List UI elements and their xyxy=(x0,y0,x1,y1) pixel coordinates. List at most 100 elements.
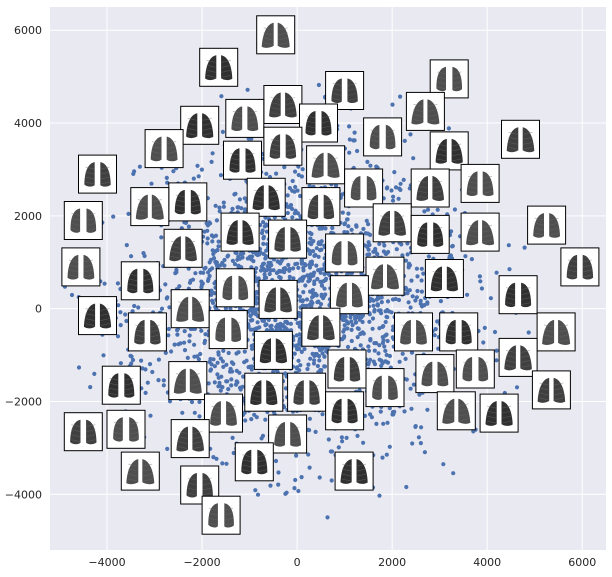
scatter-point xyxy=(246,365,251,370)
y-axis-ticks: −4000 −2000 0 2000 4000 6000 xyxy=(5,24,42,501)
scatter-point xyxy=(390,102,395,107)
scatter-point xyxy=(492,329,498,335)
scatter-point xyxy=(422,209,427,214)
scatter-point xyxy=(249,306,254,311)
thumbnail-image xyxy=(329,275,369,315)
scatter-point xyxy=(165,180,170,185)
scatter-point xyxy=(329,478,334,483)
scatter-point xyxy=(374,341,379,346)
scatter-point xyxy=(159,306,165,311)
scatter-point xyxy=(263,417,268,422)
scatter-point xyxy=(211,357,216,362)
scatter-point xyxy=(370,326,375,331)
scatter-point xyxy=(353,316,358,321)
scatter-point xyxy=(319,367,324,373)
scatter-point xyxy=(354,223,359,228)
scatter-point xyxy=(348,315,353,320)
scatter-point xyxy=(205,241,210,246)
scatter-point xyxy=(273,458,279,464)
scatter-point xyxy=(219,94,224,99)
scatter-point xyxy=(185,355,190,360)
scatter-point xyxy=(304,303,309,308)
scatter-point xyxy=(417,392,422,397)
scatter-point xyxy=(298,363,303,368)
scatter-point xyxy=(400,253,405,258)
scatter-point xyxy=(301,290,306,295)
scatter-point xyxy=(411,156,416,161)
scatter-point xyxy=(365,159,370,164)
scatter-point xyxy=(303,283,308,288)
scatter-point xyxy=(364,218,369,223)
scatter-point xyxy=(267,265,272,270)
scatter-point xyxy=(217,205,222,210)
scatter-point xyxy=(415,288,420,294)
scatter-point xyxy=(217,380,222,385)
thumbnail-image xyxy=(101,365,141,405)
scatter-point xyxy=(298,193,303,199)
scatter-point xyxy=(187,333,192,338)
scatter-point xyxy=(255,320,260,325)
scatter-point xyxy=(317,475,322,480)
thumbnail-image xyxy=(424,259,464,298)
scatter-point xyxy=(213,203,218,208)
scatter-point xyxy=(171,169,176,174)
scatter-point xyxy=(290,215,295,220)
scatter-point xyxy=(224,379,229,384)
scatter-point xyxy=(130,357,136,363)
scatter-point xyxy=(297,340,302,345)
scatter-point xyxy=(261,241,266,246)
scatter-point xyxy=(214,456,219,461)
scatter-point xyxy=(288,321,293,326)
scatter-point xyxy=(387,406,392,411)
scatter-point xyxy=(299,174,304,179)
scatter-point xyxy=(220,129,225,134)
scatter-point xyxy=(294,453,299,458)
scatter-point xyxy=(296,279,301,284)
scatter-point xyxy=(349,327,354,332)
scatter-point xyxy=(166,326,171,332)
scatter-point xyxy=(295,347,300,352)
scatter-point xyxy=(202,266,207,271)
scatter-point xyxy=(284,319,289,324)
scatter-point xyxy=(235,380,240,385)
scatter-point xyxy=(354,320,359,325)
scatter-point xyxy=(393,296,398,302)
scatter-point xyxy=(212,281,217,286)
scatter-point xyxy=(236,205,241,210)
scatter-point xyxy=(231,361,236,366)
scatter-point xyxy=(233,191,238,196)
scatter-point xyxy=(367,319,372,324)
scatter-point xyxy=(251,259,256,264)
scatter-point xyxy=(286,262,291,268)
thumbnail-image xyxy=(78,154,117,194)
scatter-point xyxy=(147,362,153,367)
scatter-point xyxy=(340,210,345,215)
scatter-point xyxy=(355,148,360,154)
scatter-point xyxy=(123,312,128,317)
thumbnail-image xyxy=(268,414,308,454)
thumbnail-image xyxy=(127,312,167,352)
thumbnail-image xyxy=(301,187,341,227)
scatter-point xyxy=(295,188,300,193)
thumbnail-image xyxy=(63,201,103,240)
scatter-point xyxy=(124,318,129,324)
scatter-point xyxy=(290,178,295,184)
scatter-point xyxy=(292,486,297,491)
scatter-point xyxy=(366,344,371,349)
scatter-point xyxy=(311,273,316,278)
thumbnail-image xyxy=(415,354,455,394)
scatter-point xyxy=(450,244,455,249)
scatter-point xyxy=(320,412,325,417)
scatter-point xyxy=(193,271,198,276)
scatter-point xyxy=(264,229,269,234)
scatter-point xyxy=(191,176,196,181)
scatter-point xyxy=(255,492,261,497)
scatter-point xyxy=(312,279,317,284)
y-tick-label: 2000 xyxy=(14,210,42,223)
scatter-point xyxy=(477,274,482,279)
scatter-point xyxy=(215,372,220,377)
scatter-point xyxy=(322,364,327,369)
thumbnail-image xyxy=(199,47,239,87)
scatter-point xyxy=(205,228,210,233)
